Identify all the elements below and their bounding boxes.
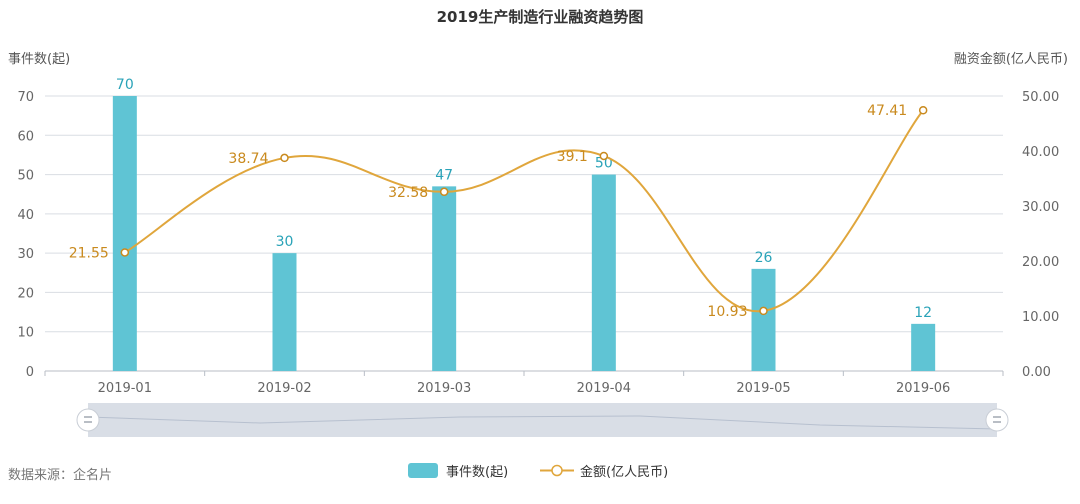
y-right-tick-label: 20.00 bbox=[1022, 255, 1059, 270]
line-value-label: 38.74 bbox=[228, 151, 268, 167]
bar bbox=[911, 323, 936, 371]
line-point bbox=[918, 105, 928, 115]
right-axis-title: 融资金额(亿人民币) bbox=[953, 52, 1068, 67]
bar-value-label: 47 bbox=[435, 167, 453, 183]
line-value-label: 10.93 bbox=[707, 304, 747, 320]
x-tick-label: 2019-06 bbox=[896, 381, 950, 396]
left-axis-title: 事件数(起) bbox=[8, 52, 71, 67]
legend-item-bar[interactable]: 事件数(起) bbox=[408, 461, 508, 480]
y-left-tick-label: 0 bbox=[26, 365, 34, 380]
line-value-label: 21.55 bbox=[69, 245, 109, 261]
y-left-tick-label: 50 bbox=[17, 169, 34, 184]
bar-value-label: 50 bbox=[595, 156, 613, 172]
bar bbox=[272, 253, 297, 371]
y-right-tick-label: 10.00 bbox=[1022, 310, 1059, 325]
line-point bbox=[759, 306, 768, 316]
bar-value-label: 30 bbox=[276, 234, 294, 250]
zoom-handle-right[interactable] bbox=[985, 408, 1009, 432]
y-left-tick-label: 40 bbox=[17, 208, 34, 223]
y-right-tick-label: 0.00 bbox=[1022, 365, 1051, 380]
line-value-label: 47.41 bbox=[867, 103, 907, 119]
legend-line-label: 金额(亿人民币) bbox=[580, 465, 669, 480]
legend-bar-swatch bbox=[408, 463, 438, 478]
legend-line-swatch bbox=[540, 464, 574, 477]
line-point bbox=[120, 248, 130, 257]
y-left-tick-label: 70 bbox=[17, 90, 34, 105]
y-right-tick-label: 30.00 bbox=[1022, 200, 1059, 215]
x-tick-label: 2019-02 bbox=[257, 381, 311, 396]
chart-title: 2019生产制造行业融资趋势图 bbox=[436, 8, 644, 26]
bar-value-label: 12 bbox=[914, 305, 932, 321]
bar bbox=[751, 268, 776, 371]
y-left-tick-label: 60 bbox=[17, 129, 34, 144]
legend-bar-label: 事件数(起) bbox=[446, 465, 509, 480]
line-value-label: 39.1 bbox=[557, 149, 588, 165]
zoom-handle-left[interactable] bbox=[76, 408, 100, 432]
y-left-tick-label: 30 bbox=[17, 247, 34, 262]
line-series-path bbox=[124, 109, 924, 313]
zoom-slider-preview bbox=[87, 415, 998, 430]
x-tick-label: 2019-04 bbox=[577, 381, 631, 396]
x-tick-label: 2019-03 bbox=[417, 381, 471, 396]
x-tick-label: 2019-05 bbox=[736, 381, 790, 396]
line-point bbox=[599, 151, 609, 161]
y-right-tick-label: 40.00 bbox=[1022, 145, 1059, 160]
y-left-tick-label: 10 bbox=[17, 326, 34, 341]
bar bbox=[591, 174, 616, 371]
line-point bbox=[280, 153, 289, 163]
legend-item-line[interactable]: 金额(亿人民币) bbox=[540, 461, 668, 480]
bar-value-label: 26 bbox=[755, 250, 773, 266]
bar-value-label: 70 bbox=[116, 77, 134, 93]
line-value-label: 32.58 bbox=[388, 185, 428, 201]
data-source: 数据来源：企名片 bbox=[8, 468, 113, 483]
bar bbox=[432, 186, 457, 371]
bar bbox=[112, 96, 137, 371]
y-left-tick-label: 20 bbox=[17, 286, 34, 301]
y-right-tick-label: 50.00 bbox=[1022, 90, 1059, 105]
line-point bbox=[439, 187, 449, 197]
zoom-slider-track bbox=[88, 403, 997, 437]
x-tick-label: 2019-01 bbox=[98, 381, 152, 396]
